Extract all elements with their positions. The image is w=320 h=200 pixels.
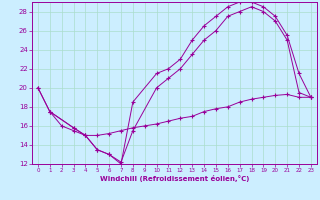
- X-axis label: Windchill (Refroidissement éolien,°C): Windchill (Refroidissement éolien,°C): [100, 175, 249, 182]
